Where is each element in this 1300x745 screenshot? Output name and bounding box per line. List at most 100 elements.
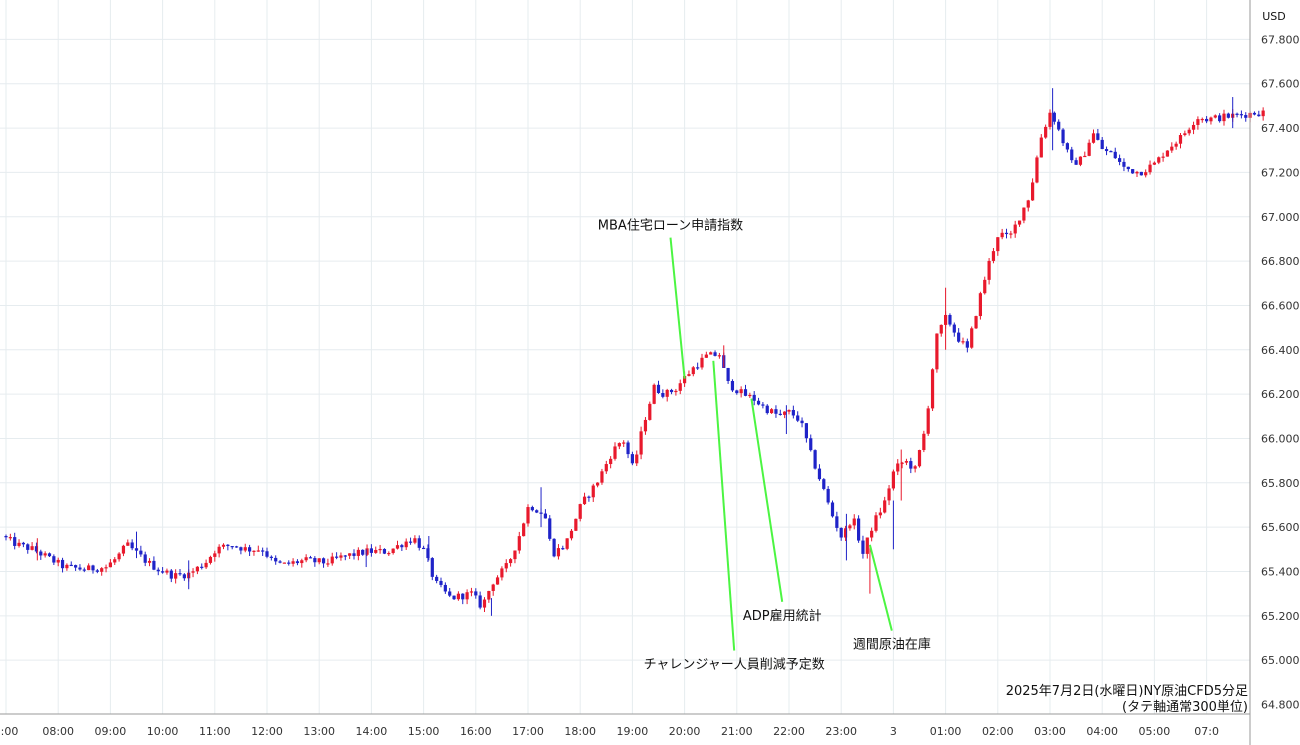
candle-body bbox=[469, 591, 474, 593]
candle-body bbox=[1074, 160, 1078, 165]
candle-body bbox=[1235, 113, 1239, 115]
x-tick-label: 05:00 bbox=[1139, 725, 1171, 738]
candle-body bbox=[230, 546, 234, 548]
candle-body bbox=[704, 354, 708, 358]
candle-body bbox=[382, 548, 387, 554]
candle-body bbox=[813, 450, 817, 469]
candle-body bbox=[861, 540, 865, 554]
y-tick-label: 66.800 bbox=[1261, 255, 1300, 268]
candle-body bbox=[1078, 156, 1083, 165]
candle-body bbox=[147, 560, 152, 563]
candle-body bbox=[313, 558, 317, 563]
candle-body bbox=[378, 548, 382, 551]
candle-body bbox=[321, 558, 326, 564]
candle-body bbox=[1096, 133, 1100, 140]
candle-body bbox=[1222, 113, 1226, 122]
annotation-line bbox=[669, 237, 686, 379]
candle-body bbox=[683, 375, 687, 384]
candle-body bbox=[461, 593, 465, 600]
candle-body bbox=[439, 580, 443, 585]
candle-body bbox=[104, 567, 108, 569]
candle-body bbox=[1035, 157, 1039, 183]
y-tick-label: 64.800 bbox=[1261, 699, 1300, 712]
candle-body bbox=[143, 554, 147, 563]
candle-body bbox=[361, 549, 365, 555]
candle-body bbox=[926, 408, 930, 434]
candle-body bbox=[369, 548, 373, 553]
candle-body bbox=[787, 409, 791, 412]
candle-body bbox=[352, 553, 356, 556]
candle-body bbox=[1183, 133, 1187, 136]
x-tick-label: 08:00 bbox=[42, 725, 74, 738]
candle-body bbox=[1052, 112, 1056, 122]
candle-body bbox=[8, 537, 12, 539]
candle-body bbox=[513, 550, 517, 560]
candle-body bbox=[413, 538, 417, 543]
candle-body bbox=[435, 576, 439, 581]
candle-body bbox=[526, 507, 530, 524]
candle-body bbox=[1057, 121, 1061, 130]
y-tick-label: 67.000 bbox=[1261, 211, 1300, 224]
candle-body bbox=[239, 547, 243, 551]
y-tick-label: 65.200 bbox=[1261, 610, 1300, 623]
candle-body bbox=[530, 507, 534, 511]
candle-body bbox=[1152, 162, 1156, 165]
candle-body bbox=[91, 565, 95, 571]
candle-body bbox=[1157, 157, 1161, 163]
candle-body bbox=[1087, 142, 1091, 156]
candle-body bbox=[291, 561, 295, 564]
candle-body bbox=[387, 553, 391, 555]
candle-body bbox=[817, 468, 822, 480]
x-tick-label: 11:00 bbox=[199, 725, 231, 738]
x-tick-label: 13:00 bbox=[303, 725, 335, 738]
price-axis: 64.800 65.000 65.200 65.400 65.600 65.800 66.0… bbox=[1261, 33, 1300, 711]
candle-body bbox=[517, 536, 521, 551]
x-tick-label: 21:00 bbox=[721, 725, 753, 738]
candle-body bbox=[34, 546, 39, 552]
candle-body bbox=[930, 369, 935, 409]
candle-body bbox=[1009, 233, 1013, 235]
candle-body bbox=[404, 541, 408, 548]
candle-body bbox=[752, 394, 756, 401]
candle-body bbox=[1118, 158, 1122, 162]
candle-body bbox=[582, 496, 587, 505]
x-tick-label: 03:00 bbox=[1034, 725, 1066, 738]
candle-body bbox=[1122, 161, 1126, 167]
candle-body bbox=[609, 458, 613, 465]
candle-body bbox=[65, 564, 69, 569]
candle-body bbox=[474, 591, 478, 596]
candle-body bbox=[456, 593, 460, 600]
y-tick-label: 67.200 bbox=[1261, 166, 1300, 179]
candle-body bbox=[1200, 118, 1204, 121]
candle-body bbox=[830, 502, 835, 517]
candle-body bbox=[1209, 117, 1213, 122]
candle-body bbox=[391, 548, 395, 554]
candle-body bbox=[700, 357, 704, 368]
candle-body bbox=[21, 542, 25, 545]
candle-body bbox=[174, 573, 178, 579]
candle-body bbox=[295, 561, 300, 564]
candle-body bbox=[622, 442, 626, 444]
candle-body bbox=[535, 510, 539, 513]
x-tick-label: 12:00 bbox=[251, 725, 283, 738]
candle-body bbox=[552, 538, 556, 557]
candle-body bbox=[843, 528, 848, 538]
candle-body bbox=[221, 544, 226, 547]
x-tick-label: 7:00 bbox=[0, 725, 18, 738]
candle-body bbox=[852, 518, 856, 526]
candle-body bbox=[865, 537, 869, 554]
x-tick-label: 10:00 bbox=[147, 725, 179, 738]
candle-body bbox=[1044, 126, 1048, 138]
candle-body bbox=[587, 496, 591, 498]
candle-body bbox=[78, 567, 82, 570]
candle-body bbox=[783, 411, 787, 415]
candle-body bbox=[1126, 166, 1130, 170]
candle-body bbox=[287, 562, 291, 564]
candle-body bbox=[339, 555, 343, 558]
x-tick-label: 02:00 bbox=[982, 725, 1014, 738]
candle-body bbox=[883, 500, 887, 513]
candle-body bbox=[1261, 110, 1265, 117]
x-tick-label: 22:00 bbox=[773, 725, 805, 738]
candle-body bbox=[417, 538, 421, 548]
